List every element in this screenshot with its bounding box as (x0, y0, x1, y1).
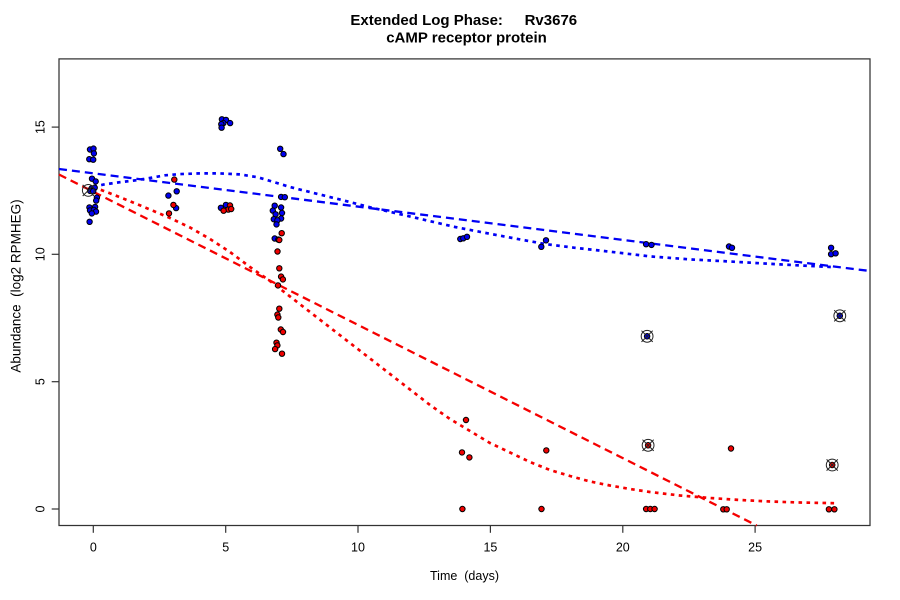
svg-text:20: 20 (616, 541, 630, 555)
svg-text:5: 5 (34, 378, 48, 385)
svg-text:10: 10 (351, 541, 365, 555)
svg-text:Abundance (log2 RPMHEG): Abundance (log2 RPMHEG) (9, 199, 24, 372)
svg-text:10: 10 (34, 247, 48, 261)
svg-text:0: 0 (90, 541, 97, 555)
svg-text:Time (days): Time (days) (430, 569, 499, 583)
svg-text:5: 5 (222, 541, 229, 555)
svg-text:15: 15 (483, 541, 497, 555)
svg-text:cAMP receptor protein: cAMP receptor protein (386, 29, 547, 46)
svg-text:15: 15 (34, 120, 48, 134)
svg-text:0: 0 (34, 505, 48, 512)
svg-text:Extended Log Phase:Rv3676: Extended Log Phase: Rv3676 (350, 12, 577, 29)
svg-text:25: 25 (748, 541, 762, 555)
